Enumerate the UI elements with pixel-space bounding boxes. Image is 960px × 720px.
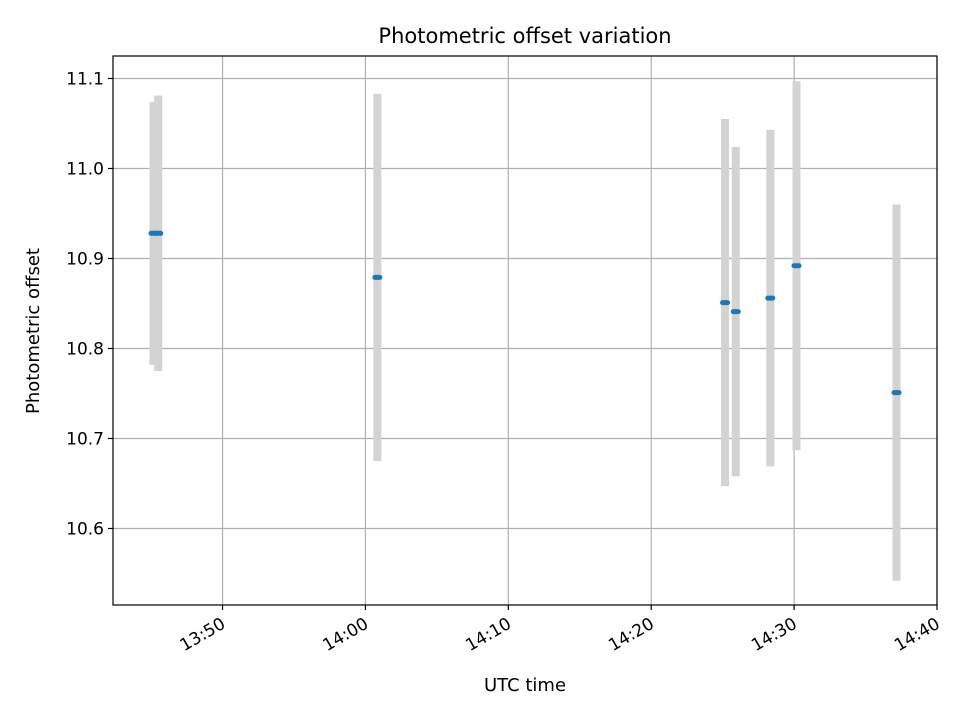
plot-frame [112, 55, 938, 606]
y-tick-label: 10.6 [66, 520, 104, 540]
y-tick-label: 10.7 [66, 430, 104, 450]
chart-title: Photometric offset variation [378, 24, 671, 48]
data-point [791, 263, 802, 269]
y-axis-label: Photometric offset [23, 248, 44, 414]
data-point [891, 390, 902, 396]
y-tick-label: 11.0 [66, 160, 104, 180]
y-tick-label: 10.8 [66, 340, 104, 360]
y-tick-label: 10.9 [66, 250, 104, 270]
y-tick-label: 11.1 [66, 70, 104, 90]
data-point [153, 230, 164, 236]
data-points [148, 230, 902, 396]
data-point [730, 309, 741, 315]
data-point [372, 274, 383, 280]
data-point [765, 295, 776, 301]
y-axis-ticks: 10.6 10.7 10.8 10.9 11.0 11.1 [66, 70, 113, 540]
data-point [720, 300, 731, 306]
x-axis-label: UTC time [484, 675, 566, 696]
